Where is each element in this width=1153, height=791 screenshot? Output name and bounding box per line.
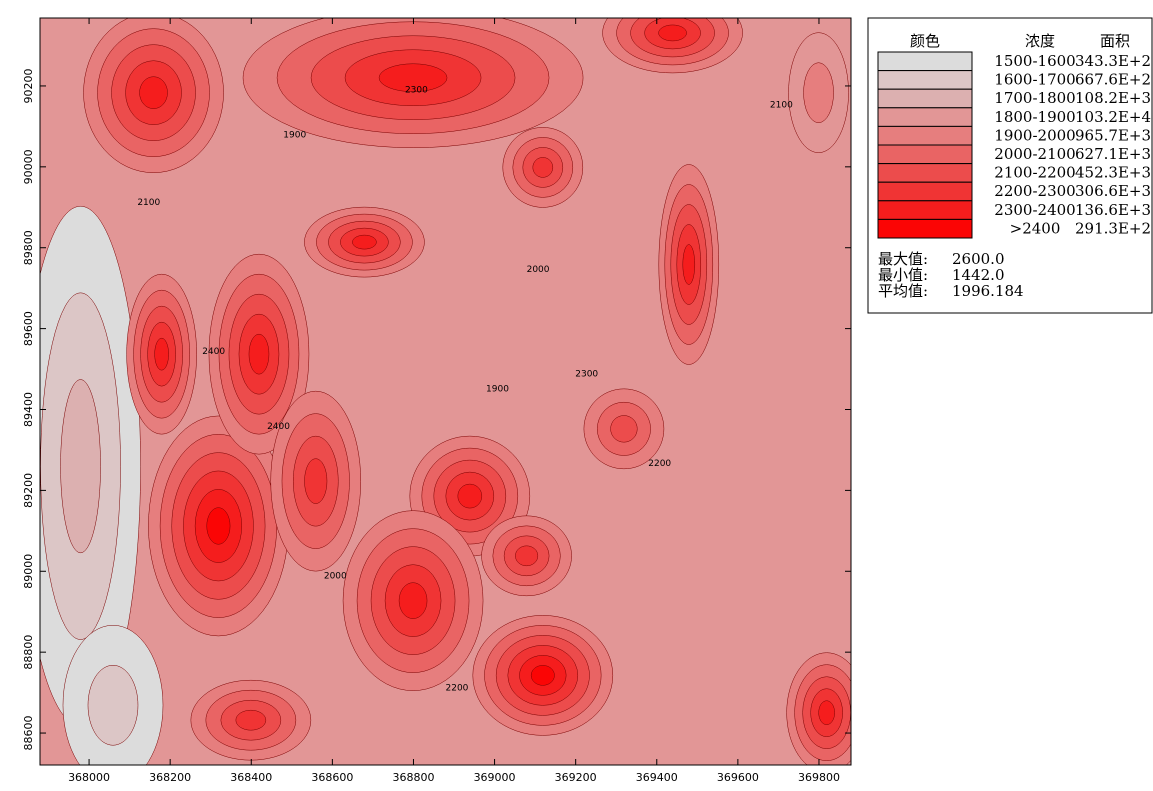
y-tick-label: 88800: [22, 635, 35, 670]
legend-swatch: [877, 125, 973, 146]
contour-label: 2200: [446, 683, 469, 693]
contour-band: [398, 582, 428, 619]
legend-area: 667.6E+2: [1075, 71, 1151, 89]
contour-band: [818, 700, 835, 725]
legend-area: 108.2E+3: [1075, 89, 1151, 107]
plot-frame: [39, 17, 852, 766]
legend-swatch: [877, 107, 973, 127]
contour-band: [457, 483, 483, 509]
stat-value: 1442.0: [952, 266, 1005, 284]
legend-area: 103.2E+4: [1075, 108, 1151, 126]
contour-band: [352, 234, 377, 250]
contour-band: [803, 62, 834, 123]
contour-band: [206, 507, 231, 545]
legend-swatch: [877, 144, 973, 165]
x-tick-label: 368200: [149, 771, 191, 784]
legend-area: 343.3E+2: [1075, 52, 1151, 70]
legend-range: 1600-1700: [994, 71, 1075, 89]
contour-band: [154, 337, 169, 371]
contour-label: 2300: [405, 86, 428, 96]
contour-label: 2100: [137, 198, 160, 208]
x-tick-label: 369200: [555, 771, 597, 784]
x-tick-label: 369000: [474, 771, 516, 784]
legend-swatch: [877, 163, 973, 183]
x-tick-label: 368600: [311, 771, 353, 784]
legend-swatch: [877, 218, 973, 239]
legend-area: 291.3E+2: [1075, 219, 1151, 237]
legend-swatch: [877, 200, 973, 220]
legend-area: 965.7E+3: [1075, 126, 1151, 144]
stat-value: 1996.184: [952, 282, 1024, 300]
legend-header: 面积: [1100, 32, 1130, 50]
x-tick-label: 369600: [717, 771, 759, 784]
contour-label: 2400: [267, 422, 290, 432]
legend-range: 2000-2100: [994, 145, 1075, 163]
legend-swatch: [877, 181, 973, 202]
y-tick-label: 89600: [22, 311, 35, 346]
legend-range: 1800-1900: [994, 108, 1075, 126]
y-tick-label: 89400: [22, 392, 35, 427]
contour-band: [532, 157, 554, 178]
contour-band: [235, 709, 267, 731]
x-tick-label: 368400: [230, 771, 272, 784]
legend-range: 2100-2200: [994, 164, 1075, 182]
x-tick-label: 369800: [798, 771, 840, 784]
contour-band: [60, 379, 101, 554]
legend-range: 1900-2000: [994, 126, 1075, 144]
y-tick-label: 90000: [22, 149, 35, 184]
contour-label: 2000: [527, 265, 550, 275]
y-tick-label: 90200: [22, 68, 35, 103]
stat-label: 平均值:: [878, 282, 928, 300]
contour-band: [248, 333, 270, 375]
legend-swatch: [877, 88, 973, 109]
contour-label: 1900: [283, 131, 306, 141]
x-tick-label: 369400: [636, 771, 678, 784]
legend-range: >2400: [1010, 219, 1061, 237]
contour-label: 2100: [770, 101, 793, 111]
legend-range: 1700-1800: [994, 89, 1075, 107]
legend-area: 136.6E+3: [1075, 201, 1151, 219]
contour-band: [658, 24, 687, 42]
legend-swatch: [877, 51, 973, 72]
legend-header: 浓度: [1025, 32, 1055, 50]
stat-label: 最小值:: [878, 266, 928, 284]
contour-band: [515, 545, 539, 567]
legend-swatch: [877, 70, 973, 90]
stat-value: 2600.0: [952, 250, 1005, 268]
contour-label: 2000: [324, 571, 347, 581]
y-tick-label: 88600: [22, 716, 35, 751]
contour-band: [682, 244, 696, 285]
contour-band: [304, 458, 328, 504]
contour-label: 2200: [648, 459, 671, 469]
contour-label: 2400: [202, 347, 225, 357]
contour-band: [87, 664, 139, 746]
legend-area: 306.6E+3: [1075, 182, 1151, 200]
legend-header: 颜色: [910, 32, 940, 50]
contour-label: 2300: [575, 370, 598, 380]
y-tick-label: 89000: [22, 554, 35, 589]
axes: 368000 368200 368400 368600 368800 369000 3692…: [22, 18, 851, 784]
contour-band: [378, 63, 448, 93]
legend-area: 627.1E+3: [1075, 145, 1151, 163]
contour-label: 1900: [486, 385, 509, 395]
contour-band: [530, 665, 555, 686]
y-tick-label: 89800: [22, 230, 35, 265]
y-tick-label: 89200: [22, 473, 35, 508]
contour-band: [139, 76, 168, 109]
legend-range: 2300-2400: [994, 201, 1075, 219]
legend-range: 1500-1600: [994, 52, 1075, 70]
contour-band: [610, 415, 638, 443]
x-tick-label: 368000: [68, 771, 110, 784]
stat-label: 最大值:: [878, 250, 928, 268]
legend-area: 452.3E+3: [1075, 164, 1151, 182]
legend-range: 2200-2300: [994, 182, 1075, 200]
contour-map: 1900 2000 2100 2200 2300 2400 1900 2000 2100 2200…: [40, 18, 851, 765]
x-tick-label: 368800: [392, 771, 434, 784]
